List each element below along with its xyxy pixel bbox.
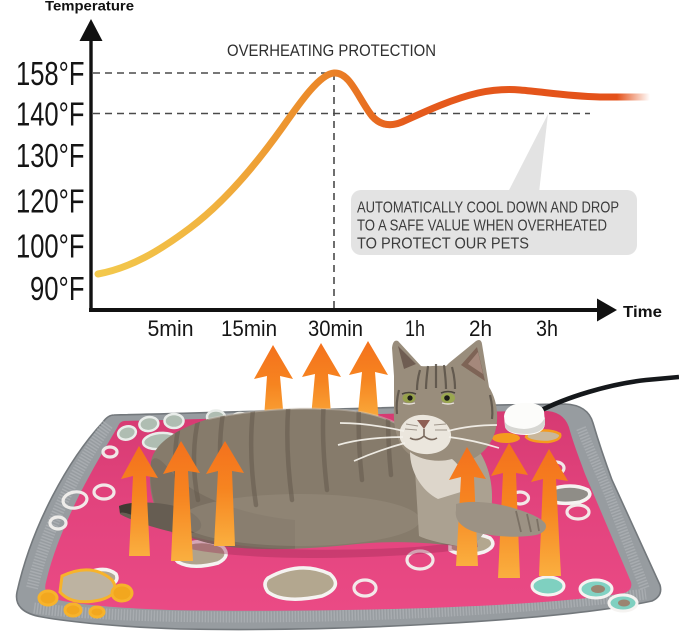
svg-text:100°F: 100°F [16, 229, 85, 266]
svg-text:Time: Time [623, 304, 662, 321]
svg-text:140°F: 140°F [16, 96, 85, 133]
svg-text:3h: 3h [536, 316, 558, 341]
svg-text:OVERHEATING PROTECTION: OVERHEATING PROTECTION [227, 41, 436, 60]
svg-text:90°F: 90°F [30, 271, 85, 308]
svg-text:5min: 5min [148, 316, 194, 341]
svg-text:1h: 1h [405, 316, 425, 341]
svg-text:Temperature: Temperature [45, 0, 134, 14]
svg-text:120°F: 120°F [16, 183, 85, 220]
svg-text:158°F: 158°F [16, 56, 85, 93]
svg-text:AUTOMATICALLY COOL DOWN AND DR: AUTOMATICALLY COOL DOWN AND DROP [357, 200, 619, 217]
svg-text:TO PROTECT OUR PETS: TO PROTECT OUR PETS [357, 236, 529, 253]
svg-text:30min: 30min [308, 316, 363, 341]
svg-text:2h: 2h [469, 316, 492, 341]
svg-text:130°F: 130°F [16, 138, 85, 175]
svg-text:15min: 15min [221, 316, 277, 341]
svg-text:TO A SAFE VALUE WHEN OVERHEAT: TO A SAFE VALUE WHEN OVERHEATED [357, 218, 607, 235]
